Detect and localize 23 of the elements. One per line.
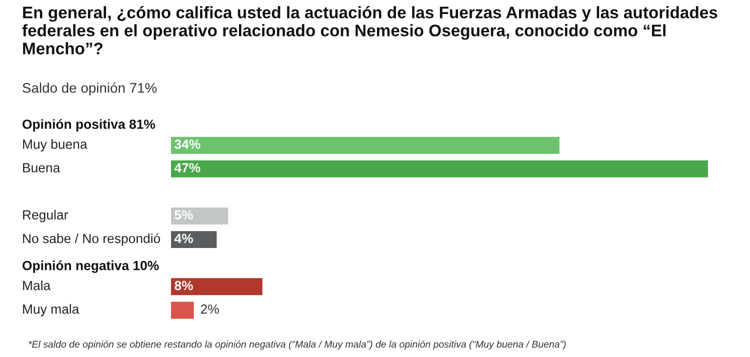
data-label: 34% (174, 140, 200, 149)
data-label: 47% (174, 163, 200, 172)
bar (171, 136, 560, 154)
y-tick-label: Buena (23, 163, 60, 172)
y-tick-label: Mala (23, 280, 51, 290)
data-label: 2% (200, 304, 219, 314)
y-tick-label: Muy mala (23, 304, 80, 316)
bar (171, 231, 217, 248)
y-tick-label: No sabe / No respondió (23, 233, 160, 246)
text: Opinión positiva 81% (22, 119, 156, 132)
text: Opinión negativa 10% (22, 260, 159, 273)
chart-title: En general, ¿cómo califica usted la actuación de las Fuerzas Armadas y las autoridades federales en el operativo relacionado con Nemesio Oseguera, conocido como “El Mencho”? (22, 6, 718, 54)
data-label: 5% (174, 210, 193, 220)
y-tick-label: Muy buena (23, 139, 88, 152)
text: *El saldo de opinión se obtiene restando la opinión negativa (“Mala / Muy mala”) de la opinión positiva (“Muy buena / Buena”) (28, 340, 566, 350)
bar (171, 160, 708, 178)
bar (171, 302, 194, 319)
data-label: 8% (174, 280, 193, 290)
bar (171, 278, 262, 296)
chart-subtitle: Saldo de opinión 71% (22, 82, 157, 96)
y-tick-label: Regular (23, 210, 68, 222)
bar (171, 208, 228, 224)
data-label: 4% (174, 234, 193, 244)
